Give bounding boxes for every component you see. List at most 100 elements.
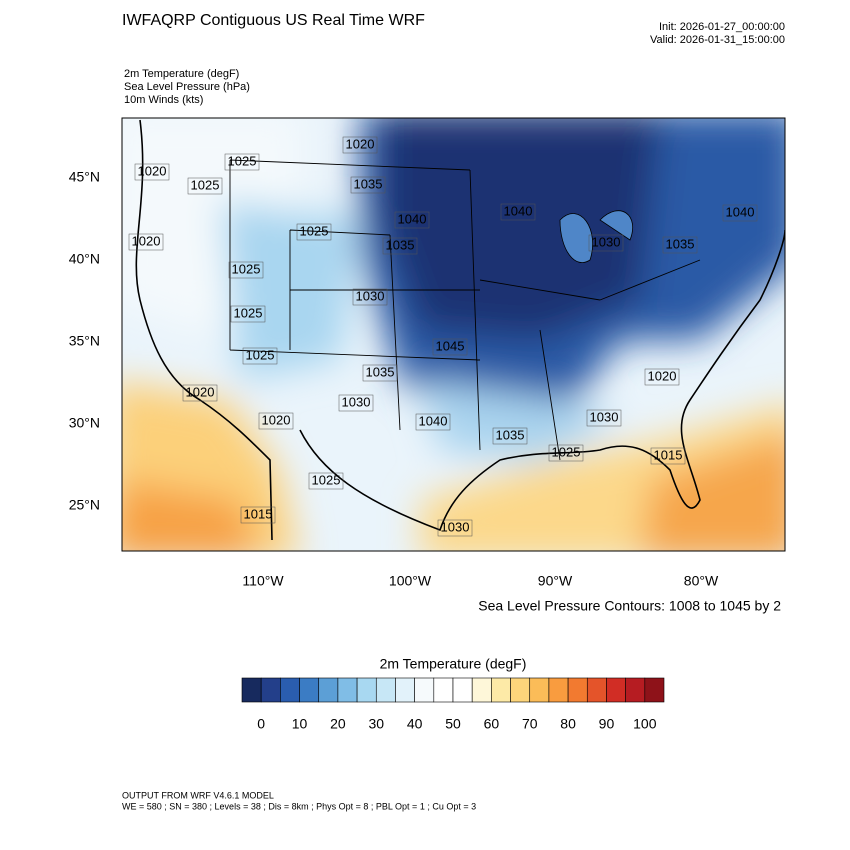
colorbar-box [452,677,473,703]
contour-label-box [492,427,528,445]
colorbar-box [510,677,531,703]
contour-label: 1020 [132,233,161,248]
contour-label-box [187,177,223,195]
contour-label: 1025 [191,177,220,192]
colorbar-title: 2m Temperature (degF) [380,656,527,672]
contour-label: 1025 [300,223,329,238]
contour-label: 1025 [552,444,581,459]
contour-label-box [586,409,622,427]
contour-label-box [415,413,451,431]
colorbar-box [395,677,415,703]
contour-label: 1030 [342,394,371,409]
contour-label: 1025 [232,261,261,276]
contour-label-box [588,234,624,252]
lon-label: 110°W [242,573,284,589]
colorbar-box [356,677,377,703]
contour-label-box [242,347,278,365]
colorbar-tick-label: 50 [445,716,461,732]
contour-label-box [500,203,536,221]
lat-label: 40°N [69,251,100,267]
colorbar-box [548,677,569,703]
contour-label-box [662,236,698,254]
lat-label: 25°N [69,497,100,513]
contour-label-box [432,338,468,356]
contour-label: 1040 [504,203,533,218]
contour-label-box [350,176,386,194]
contour-label-box [182,384,218,402]
contour-label: 1020 [346,136,375,151]
title: IWFAQRP Contiguous US Real Time WRF [122,12,425,29]
contour-label: 1045 [436,338,465,353]
contour-label-box [228,261,264,279]
colorbar-tick-label: 80 [560,716,576,732]
colorbar-box [433,677,454,703]
colorbar-box [529,677,550,703]
colorbar-tick-label: 40 [407,716,423,732]
contour-label-box [394,211,430,229]
contour-label-box [128,233,164,251]
contour-label: 1015 [244,506,273,521]
lon-label: 90°W [538,573,573,589]
contour-label-box [134,163,170,181]
contour-label: 1025 [228,153,257,168]
field-label: Sea Level Pressure (hPa) [124,81,250,93]
contour-label: 1035 [354,176,383,191]
colorbar-tick-label: 90 [599,716,615,732]
lon-label: 100°W [389,573,432,589]
lat-label: 45°N [69,169,100,185]
contour-label-box [296,223,332,241]
colorbar-box [337,677,358,703]
contour-label: 1030 [356,288,385,303]
footer-line: OUTPUT FROM WRF V4.6.1 MODEL [122,790,274,800]
contour-label: 1035 [666,236,695,251]
contour-label-box [308,472,344,490]
colorbar-tick-label: 10 [292,716,308,732]
colorbar-box [471,677,492,703]
contour-label: 1025 [246,347,275,362]
map-frame [121,117,786,552]
lon-label: 80°W [684,573,719,589]
contour-label-box [230,305,266,323]
contour-label: 1035 [366,364,395,379]
contour-label: 1030 [592,234,621,249]
contour-label-box [338,394,374,412]
colorbar-tick-label: 60 [484,716,500,732]
colorbar-tick-label: 20 [330,716,346,732]
colorbar-tick-label: 0 [257,716,265,732]
colorbar-box [586,677,607,703]
contour-label: 1030 [590,409,619,424]
field-label: 10m Winds (kts) [124,94,203,106]
footer-line: WE = 580 ; SN = 380 ; Levels = 38 ; Dis … [122,801,476,811]
colorbar-box [606,677,626,703]
init-time: Init: 2026-01-27_00:00:00 [659,21,785,33]
colorbar-box [491,677,511,703]
contour-label-box [224,153,260,171]
colorbar-box [241,677,262,703]
lat-label: 30°N [69,415,100,431]
colorbar-box [644,677,665,703]
colorbar-box [260,677,281,703]
map [122,118,785,551]
contour-label: 1025 [234,305,263,320]
contour-label: 1015 [654,447,683,462]
colorbar-box [567,677,588,703]
colorbar-box [280,677,300,703]
contour-label: 1020 [262,412,291,427]
contour-label: 1020 [648,368,677,383]
contour-label-box [352,288,388,306]
contour-label: 1020 [186,384,215,399]
field-label: 2m Temperature (degF) [124,68,239,80]
contour-label: 1040 [419,413,448,428]
contour-label-box [437,519,473,537]
contour-label-box [644,368,680,386]
contour-note: Sea Level Pressure Contours: 1008 to 104… [478,598,781,614]
colorbar-tick-label: 30 [368,716,384,732]
colorbar-box [299,677,320,703]
contour-label-box [258,412,294,430]
colorbar-tick-label: 100 [633,716,657,732]
colorbar-tick-label: 70 [522,716,538,732]
contour-label: 1020 [138,163,167,178]
contour-label-box [650,447,686,465]
contour-label: 1040 [398,211,427,226]
